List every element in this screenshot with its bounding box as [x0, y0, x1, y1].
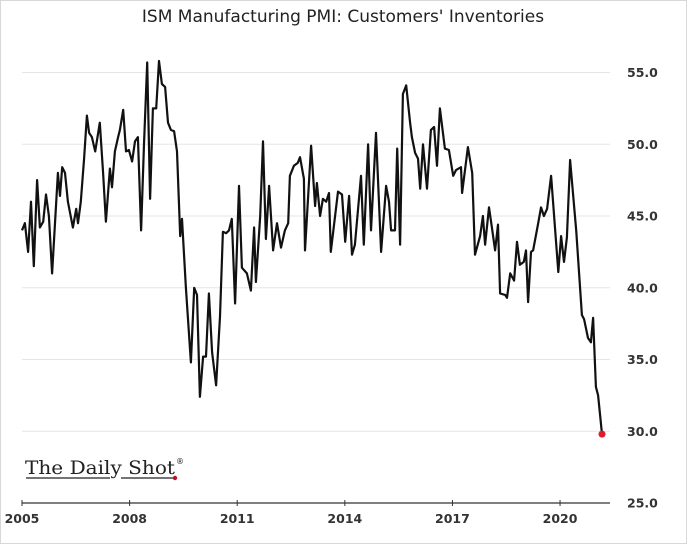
x-tick-label: 2005 — [5, 511, 40, 526]
last-data-point — [598, 430, 606, 438]
x-tick-label: 2008 — [112, 511, 147, 526]
y-tick-label: 30.0 — [627, 424, 658, 439]
y-tick-label: 45.0 — [627, 209, 658, 224]
x-tick-label: 2014 — [327, 511, 362, 526]
x-axis: 2005 2008 2011 2014 2017 2020 — [5, 500, 610, 526]
logo-red-dot — [172, 475, 178, 481]
x-tick-label: 2020 — [543, 511, 578, 526]
y-tick-label: 50.0 — [627, 137, 658, 152]
logo-text: The Daily Shot — [25, 457, 175, 479]
y-tick-label: 55.0 — [627, 65, 658, 80]
x-tick-label: 2011 — [220, 511, 255, 526]
gridlines — [22, 72, 610, 432]
logo-registered-mark: ® — [176, 457, 184, 466]
x-tick-label: 2017 — [435, 511, 470, 526]
y-tick-label: 40.0 — [627, 280, 658, 295]
y-tick-label: 25.0 — [627, 496, 658, 511]
the-daily-shot-logo: The Daily Shot ® — [25, 457, 184, 481]
chart-title: ISM Manufacturing PMI: Customers' Invent… — [142, 7, 544, 27]
series-line — [20, 59, 604, 435]
y-tick-label: 35.0 — [627, 352, 658, 367]
y-axis: 25.0 30.0 35.0 40.0 45.0 50.0 55.0 — [627, 65, 658, 511]
